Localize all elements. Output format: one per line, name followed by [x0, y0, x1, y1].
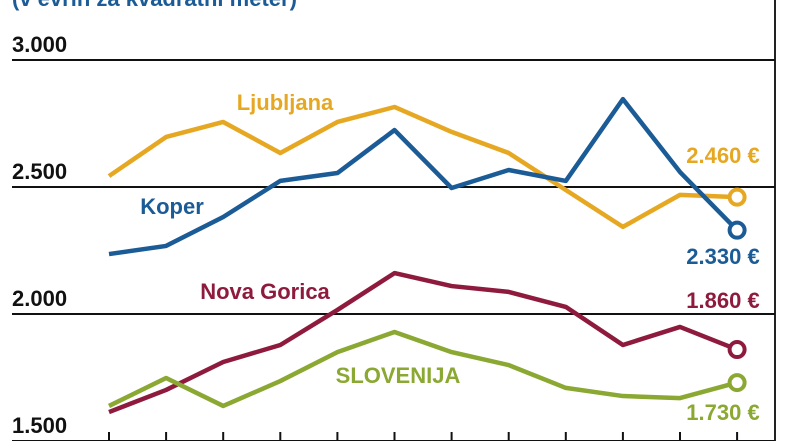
- line-series: [108, 270, 738, 415]
- end-marker: [727, 340, 747, 360]
- value-label: 2.330 €: [686, 244, 759, 269]
- y-tick-label: 2.500: [12, 159, 67, 184]
- series-label: SLOVENIJA: [336, 363, 461, 388]
- line-series: [108, 96, 739, 257]
- y-tick-label: 2.000: [12, 286, 67, 311]
- end-marker: [727, 187, 747, 207]
- line-series: [107, 104, 738, 230]
- y-tick-label: 1.500: [12, 413, 67, 438]
- series-label: Ljubljana: [237, 90, 334, 115]
- end-marker: [727, 373, 747, 393]
- end-marker: [727, 220, 747, 240]
- chart-subtitle: (v evrih za kvadratni meter): [12, 0, 297, 11]
- value-label: 2.460 €: [686, 143, 759, 168]
- y-tick-label: 3.000: [12, 32, 67, 57]
- value-label: 1.860 €: [686, 288, 759, 313]
- series-label: Nova Gorica: [200, 279, 330, 304]
- value-label: 1.730 €: [686, 400, 759, 425]
- line-series: [108, 329, 738, 409]
- series-label: Koper: [140, 194, 204, 219]
